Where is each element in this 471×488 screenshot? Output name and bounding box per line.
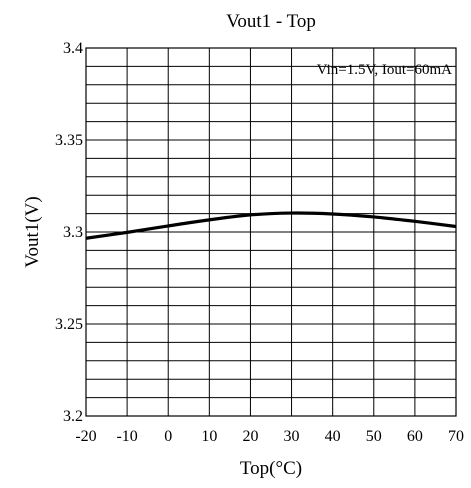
grid	[85, 47, 457, 417]
series-group	[85, 211, 457, 240]
x-tick-label: 10	[201, 428, 217, 445]
y-tick-label: 3.3	[63, 224, 83, 241]
y-tick-label: 3.25	[55, 316, 83, 333]
y-tick-label: 3.2	[63, 408, 83, 425]
x-axis-label: Top(°C)	[240, 458, 302, 479]
y-tick-labels: 3.2 3.25 3.3 3.35 3.4	[55, 40, 83, 425]
y-axis-label: Vout1(V)	[22, 196, 43, 267]
x-tick-label: 50	[366, 428, 382, 445]
x-tick-label: 0	[164, 428, 172, 445]
x-tick-labels: -20 -10 0 10 20 30 40 50 60 70	[75, 428, 464, 445]
x-tick-label: -20	[75, 428, 96, 445]
y-tick-label: 3.4	[63, 40, 83, 57]
x-tick-label: 20	[242, 428, 258, 445]
y-tick-label: 3.35	[55, 132, 83, 149]
x-tick-label: -10	[116, 428, 137, 445]
x-tick-label: 30	[284, 428, 300, 445]
series-line-0	[85, 211, 457, 240]
x-tick-label: 40	[325, 428, 341, 445]
plot-frame	[85, 47, 457, 417]
x-tick-label: 70	[448, 428, 464, 445]
chart-title: Vout1 - Top	[226, 11, 316, 32]
x-tick-label: 60	[407, 428, 423, 445]
annotation: Vin=1.5V, Iout=60mA	[317, 62, 452, 78]
